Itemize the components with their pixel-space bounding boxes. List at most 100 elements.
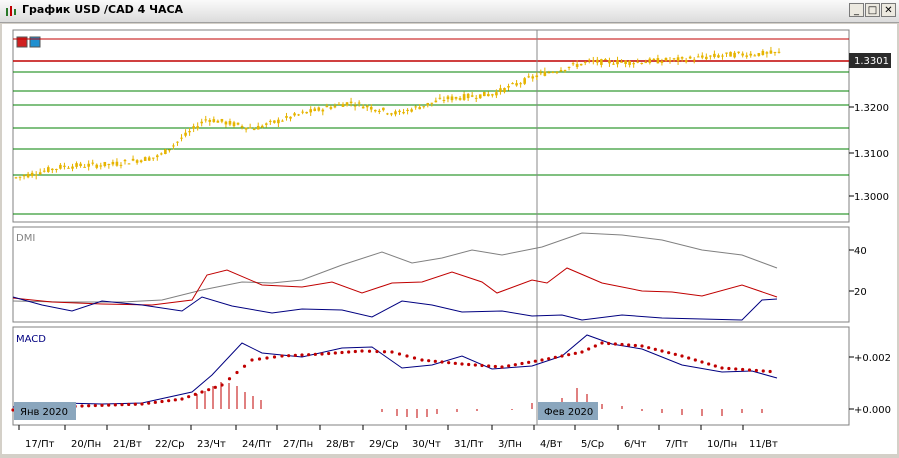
candle-body xyxy=(204,119,208,121)
candle-body xyxy=(38,172,42,175)
candle-body xyxy=(147,157,151,161)
macd-signal-dot xyxy=(707,362,711,366)
maximize-button[interactable]: □ xyxy=(865,3,880,17)
candle-body xyxy=(200,121,204,124)
macd-signal-dot xyxy=(447,361,451,365)
candle-body xyxy=(503,87,506,93)
candle-body xyxy=(688,56,692,59)
macd-signal-dot xyxy=(467,362,471,367)
macd-panel[interactable] xyxy=(12,326,850,426)
price-candles xyxy=(14,46,781,181)
candle-body xyxy=(277,119,280,124)
macd-signal-dot xyxy=(382,350,387,354)
macd-signal-dot xyxy=(620,342,624,347)
close-button[interactable]: ✕ xyxy=(881,3,896,17)
macd-level-upper: +0.002 xyxy=(854,353,891,364)
candle-body xyxy=(212,119,216,123)
candle-body xyxy=(341,104,345,107)
candle-body xyxy=(321,109,325,112)
candle-body xyxy=(236,122,240,125)
red-toggle-icon[interactable] xyxy=(16,36,28,48)
macd-signal-dot xyxy=(640,344,644,348)
time-axis-label: 29/Ср xyxy=(369,439,398,450)
candle-body xyxy=(442,99,446,101)
candle-body xyxy=(313,108,317,111)
chart-canvas[interactable]: 1.3200 1.3100 1.3000 1.3301 DMI 40 20 MA… xyxy=(2,24,897,454)
time-axis-label: 22/Ср xyxy=(155,439,184,450)
candle-body xyxy=(583,61,587,63)
candle-body xyxy=(269,120,272,122)
macd-signal-dot xyxy=(547,357,551,361)
macd-signal-dot xyxy=(741,367,745,372)
chart-icon xyxy=(6,6,16,16)
macd-signal-dot xyxy=(627,343,631,347)
candle-body xyxy=(668,60,672,62)
candle-body xyxy=(87,163,90,167)
candle-body xyxy=(119,164,123,166)
macd-signal-dot xyxy=(293,353,297,357)
dmi-level-20: 20 xyxy=(854,287,867,298)
candle-body xyxy=(632,63,635,65)
macd-signal-dot xyxy=(493,364,497,369)
macd-signal-dot xyxy=(375,349,379,354)
macd-signal-dot xyxy=(727,366,731,371)
macd-signal-dot xyxy=(513,363,517,367)
candle-body xyxy=(18,176,22,178)
time-axis-label: 11/Вт xyxy=(749,439,778,450)
candle-body xyxy=(511,83,514,85)
macd-signal-dot xyxy=(700,360,704,364)
candle-body xyxy=(462,94,466,100)
candle-body xyxy=(139,160,143,163)
candle-body xyxy=(34,174,38,176)
candle-body xyxy=(446,96,450,100)
chart-window[interactable]: 1.3200 1.3100 1.3000 1.3301 DMI 40 20 MA… xyxy=(2,24,897,454)
candle-body xyxy=(127,163,131,165)
macd-signal-dot xyxy=(768,369,772,374)
macd-signal-dot xyxy=(761,369,765,373)
dmi-panel[interactable] xyxy=(12,226,850,323)
macd-signal-dot xyxy=(427,359,431,363)
macd-signal-dot xyxy=(660,349,664,353)
macd-signal-dot xyxy=(527,360,531,364)
candle-body xyxy=(75,163,78,167)
close-icon: ✕ xyxy=(884,5,893,16)
candle-body xyxy=(244,127,248,130)
price-panel[interactable] xyxy=(12,29,850,223)
macd-signal-dot xyxy=(734,367,738,371)
candle-body xyxy=(571,63,575,65)
candle-body xyxy=(309,109,313,113)
minimize-button[interactable]: _ xyxy=(849,3,864,17)
candle-body xyxy=(410,109,413,112)
candle-body xyxy=(63,165,66,167)
macd-signal-dot xyxy=(573,351,577,355)
candle-body xyxy=(115,161,119,166)
candle-body xyxy=(289,116,292,119)
candle-body xyxy=(753,55,757,57)
candle-body xyxy=(184,132,187,136)
macd-signal-dot xyxy=(500,365,504,369)
candle-body xyxy=(422,106,426,108)
candle-body xyxy=(232,122,236,127)
candle-body xyxy=(515,83,518,86)
candle-body xyxy=(757,53,761,56)
blue-toggle-icon[interactable] xyxy=(29,36,41,48)
macd-signal-dot xyxy=(193,392,197,396)
window-title: График USD /CAD 4 ЧАСА xyxy=(22,3,184,16)
macd-signal-dot xyxy=(242,364,247,368)
candle-body xyxy=(333,105,337,108)
macd-signal-dot xyxy=(187,395,191,399)
candle-body xyxy=(773,52,777,54)
macd-signal-dot xyxy=(167,399,171,403)
candle-body xyxy=(567,66,571,68)
candle-body xyxy=(301,111,304,113)
time-axis-label: 30/Чт xyxy=(412,439,441,450)
candle-body xyxy=(721,55,724,57)
candle-body xyxy=(224,121,228,125)
candle-body xyxy=(365,105,369,108)
candle-body xyxy=(59,164,62,169)
candle-body xyxy=(285,116,288,118)
candle-body xyxy=(587,59,591,61)
macd-signal-dot xyxy=(160,399,164,404)
candle-body xyxy=(99,165,103,167)
candle-body xyxy=(563,69,567,71)
